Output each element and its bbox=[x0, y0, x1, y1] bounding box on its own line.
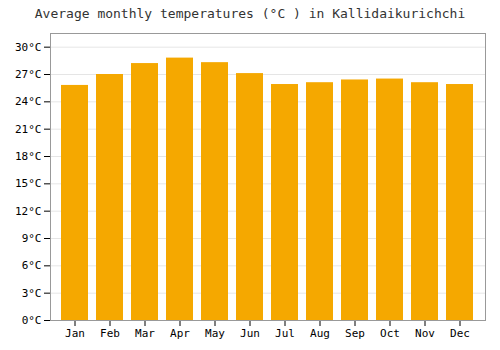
svg-text:Nov: Nov bbox=[415, 327, 435, 340]
svg-text:15°C: 15°C bbox=[15, 177, 42, 190]
svg-text:6°C: 6°C bbox=[22, 259, 42, 272]
svg-text:May: May bbox=[205, 327, 225, 340]
svg-text:30°C: 30°C bbox=[15, 41, 42, 54]
html-text:Average monthly temperatures (: Average monthly temperatures (°C ) in Ka… bbox=[34, 6, 466, 21]
svg-text:0°C: 0°C bbox=[22, 314, 42, 327]
svg-text:Apr: Apr bbox=[170, 327, 190, 340]
svg-text:Sep: Sep bbox=[345, 327, 365, 340]
svg-text:Aug: Aug bbox=[310, 327, 330, 340]
svg-text:27°C: 27°C bbox=[15, 68, 42, 81]
svg-text:Mar: Mar bbox=[135, 327, 155, 340]
svg-text:12°C: 12°C bbox=[15, 205, 42, 218]
svg-text:24°C: 24°C bbox=[15, 95, 42, 108]
svg-text:Jun: Jun bbox=[240, 327, 260, 340]
svg-text:Oct: Oct bbox=[380, 327, 400, 340]
svg-text:Dec: Dec bbox=[450, 327, 470, 340]
svg-text:18°C: 18°C bbox=[15, 150, 42, 163]
svg-text:3°C: 3°C bbox=[22, 287, 42, 300]
svg-text:21°C: 21°C bbox=[15, 123, 42, 136]
svg-text:9°C: 9°C bbox=[22, 232, 42, 245]
svg-text:Jul: Jul bbox=[275, 327, 295, 340]
svg-text:Jan: Jan bbox=[65, 327, 85, 340]
svg-text:Feb: Feb bbox=[100, 327, 120, 340]
